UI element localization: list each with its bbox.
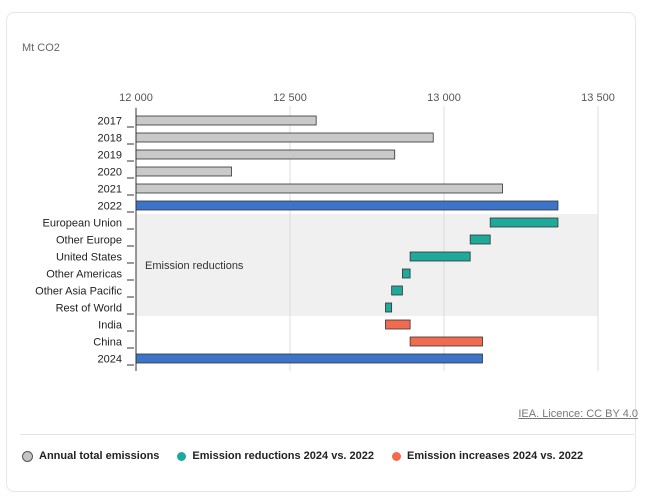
bar-2017 — [135, 115, 317, 126]
category-label: 2021 — [98, 184, 122, 196]
bar-india — [385, 319, 411, 330]
bar-united-states — [409, 251, 471, 262]
category-label: United States — [56, 252, 123, 264]
x-tick-label: 13 000 — [427, 92, 461, 104]
category-label: 2022 — [98, 201, 122, 213]
divider — [20, 434, 634, 435]
category-label: China — [93, 337, 123, 349]
unit-label: Mt CO2 — [22, 42, 60, 54]
bar-china — [409, 336, 483, 347]
category-label: 2018 — [98, 133, 122, 145]
bar-other-europe — [469, 234, 491, 245]
legend-item-total[interactable]: Annual total emissions — [22, 450, 159, 462]
category-label: Other Americas — [46, 269, 122, 281]
legend-increase-dot-icon — [392, 451, 402, 461]
bar-2020 — [135, 166, 232, 177]
legend-total-label: Annual total emissions — [39, 450, 160, 462]
bar-2024 — [135, 353, 483, 364]
category-label: Rest of World — [56, 303, 122, 315]
bar-2021 — [135, 183, 503, 194]
credit-link[interactable]: IEA. Licence: CC BY 4.0 — [518, 408, 638, 420]
category-label: 2017 — [98, 116, 122, 128]
category-label: 2024 — [98, 354, 122, 366]
shaded-region — [136, 214, 598, 316]
x-tick-label: 12 000 — [119, 92, 153, 104]
legend-total-dot-icon — [22, 450, 33, 462]
bar-2019 — [135, 149, 396, 160]
category-label: Other Europe — [56, 235, 122, 247]
legend-item-reduction[interactable]: Emission reductions 2024 vs. 2022 — [177, 450, 374, 462]
legend-increase-label: Emission increases 2024 vs. 2022 — [407, 450, 584, 462]
x-tick-label: 13 500 — [581, 92, 615, 104]
bar-chart: Emission reductions 12 000 12 500 13 000 13 … — [35, 92, 615, 371]
legend-reduction-dot-icon — [177, 451, 187, 461]
bar-2018 — [135, 132, 434, 143]
x-tick-label: 12 500 — [273, 92, 307, 104]
bar-european-union — [489, 217, 559, 228]
category-label: Other Asia Pacific — [35, 286, 122, 298]
category-label: 2019 — [98, 150, 122, 162]
bar-rest-of-world — [385, 302, 393, 313]
legend-item-increase[interactable]: Emission increases 2024 vs. 2022 — [392, 450, 583, 462]
legend: Annual total emissions Emission reductio… — [22, 450, 583, 462]
bar-2022 — [135, 200, 559, 211]
bar-other-americas — [402, 268, 411, 279]
shaded-region-label: Emission reductions — [145, 260, 244, 272]
bar-other-asia-pacific — [391, 285, 403, 296]
legend-reduction-label: Emission reductions 2024 vs. 2022 — [192, 450, 375, 462]
category-label: 2020 — [98, 167, 122, 179]
category-label: European Union — [42, 218, 122, 230]
category-label: India — [98, 320, 123, 332]
